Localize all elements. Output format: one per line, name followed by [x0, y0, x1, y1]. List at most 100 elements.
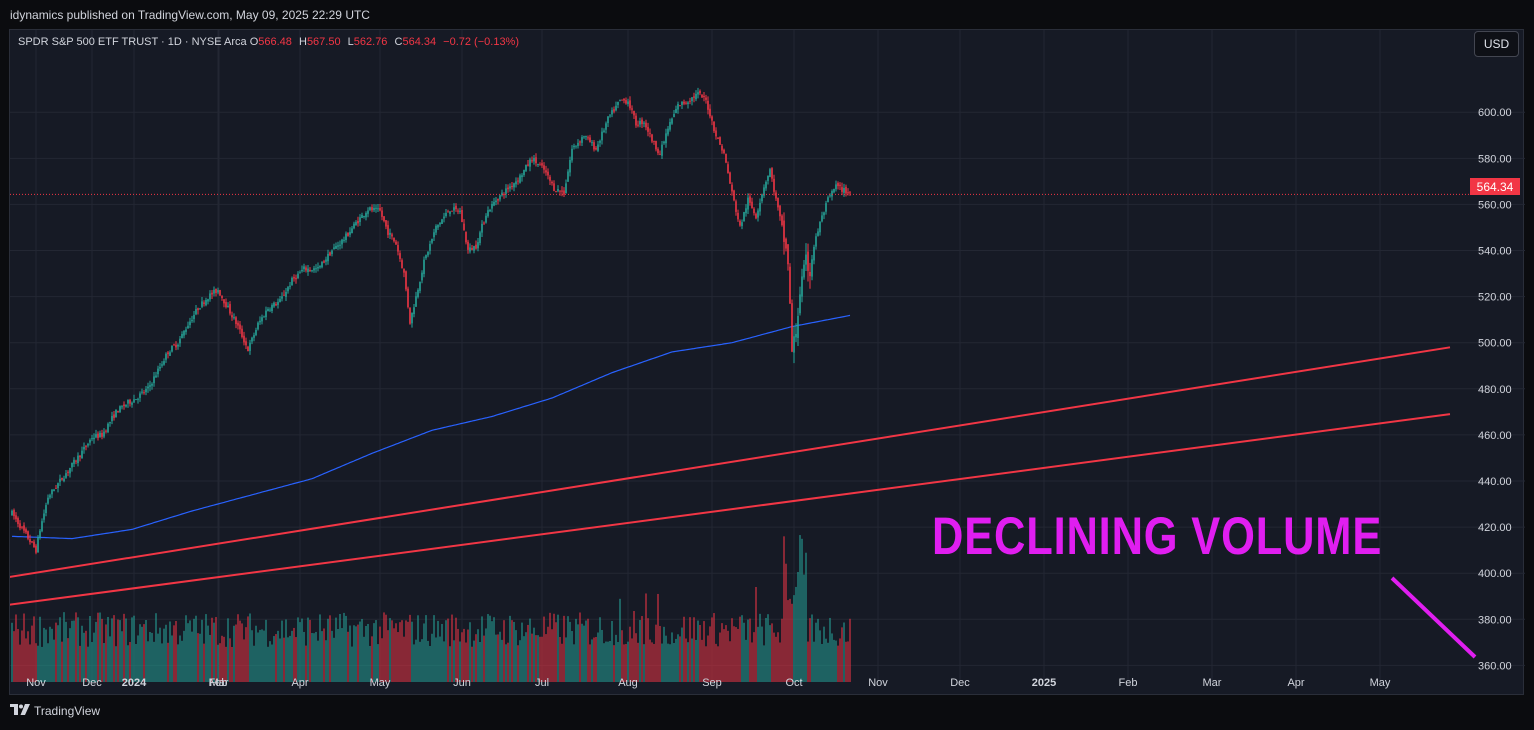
candle-body [639, 120, 641, 125]
volume-bar [493, 617, 495, 682]
volume-bar [105, 624, 107, 682]
volume-bar [67, 638, 69, 682]
volume-bar [695, 639, 697, 682]
candle-body [365, 212, 367, 218]
volume-bar [465, 642, 467, 682]
volume-bar [799, 535, 801, 682]
candle-body [97, 433, 99, 438]
volume-bar [453, 640, 455, 682]
volume-bar [529, 618, 531, 682]
volume-bar [665, 635, 667, 682]
volume-bar [261, 629, 263, 682]
candle-body [255, 330, 257, 336]
volume-bar [669, 644, 671, 682]
candle-body [603, 130, 605, 132]
volume-bar [717, 646, 719, 682]
candle-body [315, 268, 317, 270]
candle-body [445, 212, 447, 216]
candle-body [547, 171, 549, 176]
volume-bar [151, 632, 153, 682]
candle-body [699, 90, 701, 94]
volume-bar [829, 617, 831, 682]
candle-body [225, 302, 227, 308]
footer-brand[interactable]: TradingView [10, 704, 100, 718]
volume-bar [371, 636, 373, 682]
volume-bar [735, 627, 737, 682]
candle-body [381, 210, 383, 217]
symbol-name: SPDR S&P 500 ETF TRUST · 1D · NYSE Arca [18, 36, 247, 48]
candle-body [337, 245, 339, 247]
candle-body [531, 160, 533, 162]
candle-body [747, 197, 749, 210]
volume-bar [233, 625, 235, 682]
volume-bar [361, 618, 363, 682]
candle-body [633, 111, 635, 116]
candle-body [701, 94, 703, 98]
y-axis-tick-label: 540.00 [1478, 246, 1512, 258]
chart-area[interactable]: 360.00 380.00 400.00 420.00 440.00 460.00 480.… [9, 29, 1525, 696]
volume-bar [255, 625, 257, 682]
price-chart[interactable]: 360.00 380.00 400.00 420.00 440.00 460.00 480.… [10, 30, 1525, 696]
currency-button[interactable]: USD [1474, 31, 1519, 57]
volume-bar [421, 639, 423, 682]
candle-body [173, 344, 175, 346]
candle-body [277, 301, 279, 305]
candle-body [813, 246, 815, 261]
volume-bar [743, 622, 745, 682]
volume-bar [395, 623, 397, 682]
volume-bar [169, 621, 171, 682]
candle-body [685, 102, 687, 104]
candle-body [145, 389, 147, 393]
volume-bar [331, 630, 333, 682]
volume-bar [773, 632, 775, 682]
candle-body [51, 489, 53, 495]
volume-bar [289, 635, 291, 682]
candle-body [825, 203, 827, 212]
volume-bar [209, 634, 211, 682]
candle-body [37, 537, 39, 553]
candle-body [249, 342, 251, 351]
volume-bar [249, 613, 251, 682]
volume-bar [803, 574, 805, 682]
volume-bar [87, 646, 89, 682]
candle-body [13, 510, 15, 517]
volume-bar [241, 623, 243, 682]
volume-bar [219, 643, 221, 682]
candle-body [815, 236, 817, 247]
volume-bar [609, 640, 611, 682]
candle-body [773, 178, 775, 192]
volume-bar [207, 625, 209, 682]
candle-body [31, 541, 33, 543]
volume-bar [723, 629, 725, 682]
volume-bar [93, 632, 95, 682]
symbol-legend: SPDR S&P 500 ETF TRUST · 1D · NYSE Arca … [18, 36, 523, 48]
candle-body [161, 364, 163, 366]
candle-body [481, 223, 483, 233]
candle-body [117, 411, 119, 413]
volume-bar [147, 641, 149, 682]
candle-body [525, 164, 527, 171]
volume-bar [223, 636, 225, 682]
candle-body [489, 210, 491, 212]
candle-body [503, 194, 505, 196]
candle-body [829, 195, 831, 197]
volume-bar [595, 636, 597, 682]
volume-bar [307, 617, 309, 682]
publish-info: idynamics published on TradingView.com, … [10, 8, 370, 22]
volume-bar [269, 641, 271, 682]
volume-bar [729, 641, 731, 682]
candle-body [457, 210, 459, 212]
candle-body [645, 122, 647, 128]
candle-body [221, 296, 223, 298]
volume-bar [579, 612, 581, 682]
candle-body [761, 194, 763, 202]
candle-body [473, 246, 475, 251]
volume-bar [755, 587, 757, 682]
candle-body [103, 431, 105, 437]
candle-body [383, 216, 385, 222]
volume-bar [205, 614, 207, 682]
x-axis-tick-label: Jun [453, 677, 471, 689]
y-axis-tick-label: 580.00 [1478, 153, 1512, 165]
candle-body [243, 335, 245, 343]
candle-body [729, 172, 731, 184]
